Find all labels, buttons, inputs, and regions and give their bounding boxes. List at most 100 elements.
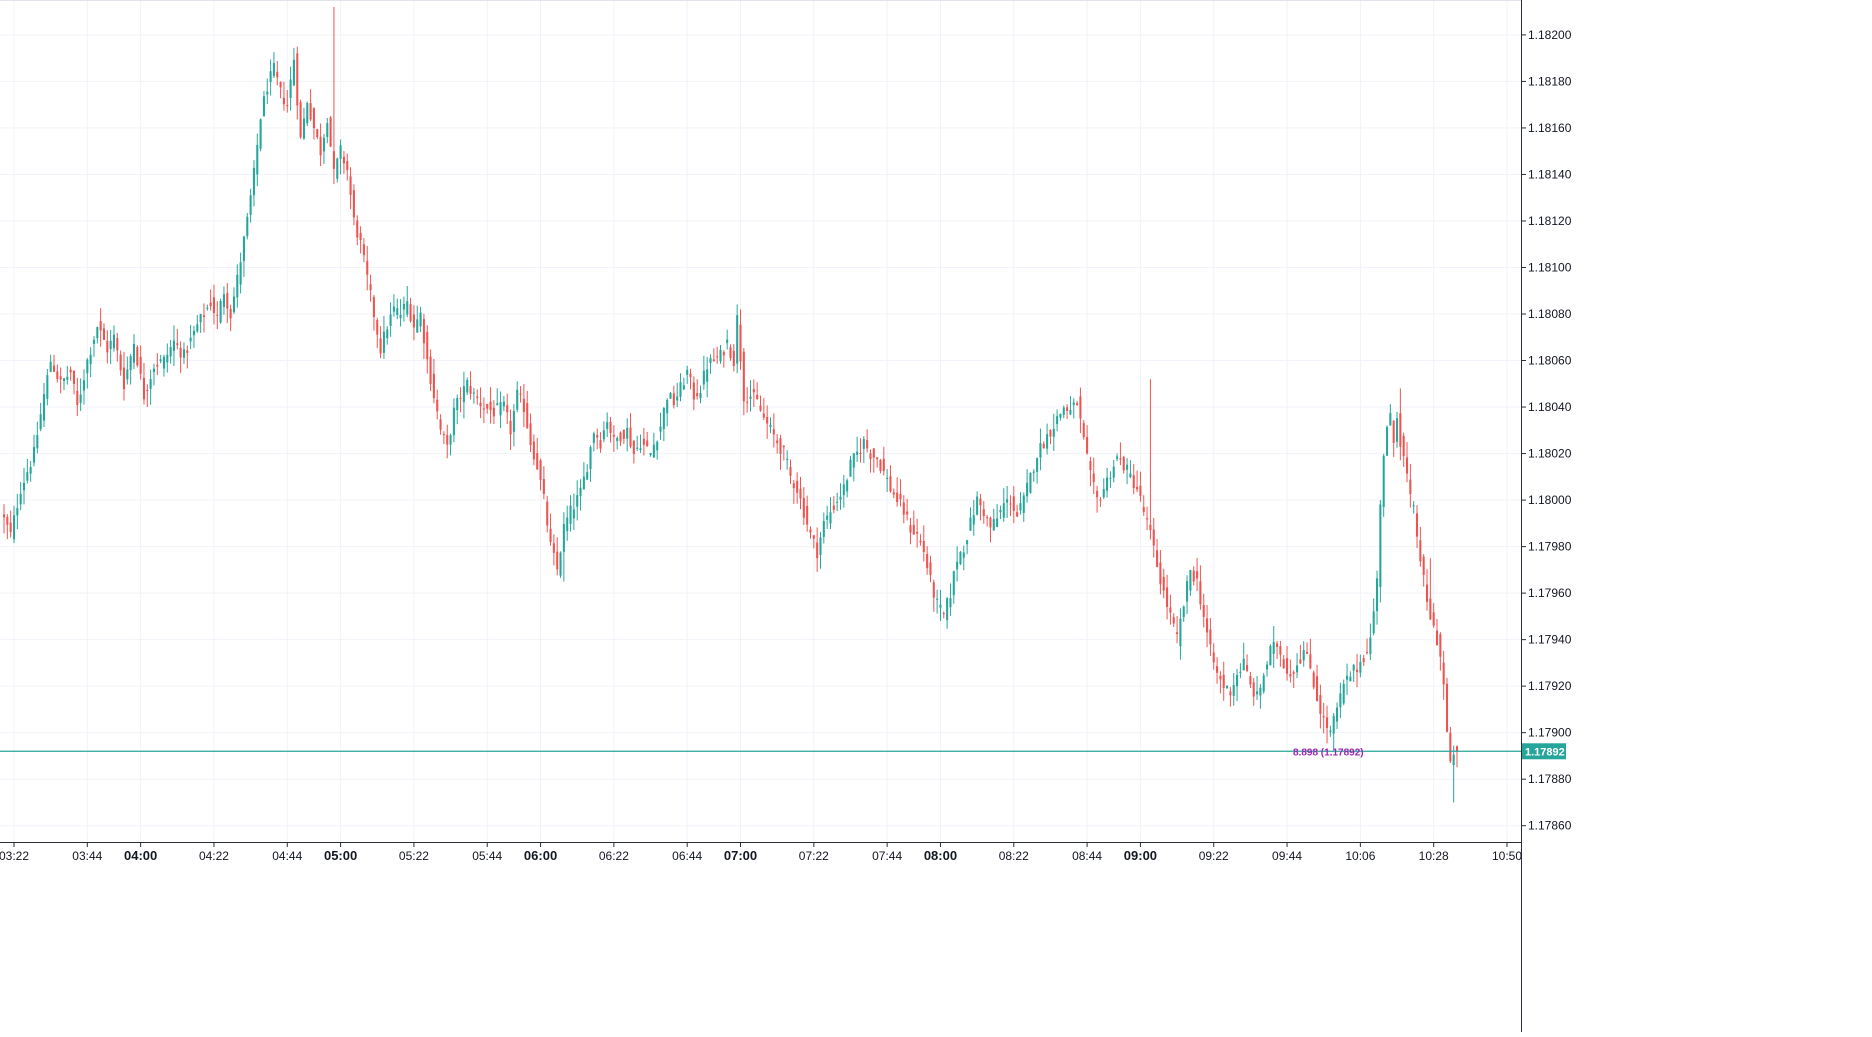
- candle-body: [289, 79, 292, 98]
- candle-body: [76, 391, 79, 405]
- candle-body: [59, 376, 62, 380]
- candle-body: [46, 375, 49, 399]
- candle-body: [439, 419, 442, 430]
- candle-body: [49, 361, 52, 372]
- candle-body: [542, 478, 545, 494]
- x-tick-label: 08:22: [999, 849, 1029, 863]
- candle-body: [812, 535, 815, 539]
- candle-body: [329, 117, 332, 147]
- candle-body: [152, 368, 156, 373]
- candle-body: [1316, 676, 1319, 701]
- candle-body: [376, 320, 379, 335]
- candle-body: [1435, 630, 1439, 646]
- candle-body: [1236, 674, 1239, 687]
- candle-body: [92, 339, 96, 344]
- candle-body: [1056, 416, 1059, 425]
- x-tick-label: 07:00: [724, 848, 757, 863]
- candle-body: [1179, 618, 1182, 647]
- candle-body: [872, 448, 875, 458]
- candle-body: [1266, 664, 1269, 670]
- candle-body: [386, 329, 389, 339]
- candle-body: [906, 511, 909, 515]
- candle-body: [1149, 524, 1152, 531]
- candle-body: [602, 430, 605, 440]
- candle-body: [492, 407, 495, 417]
- candle-body: [1042, 443, 1045, 449]
- candle-body: [1289, 673, 1292, 677]
- candle-body: [682, 385, 685, 390]
- candle-body: [489, 401, 492, 411]
- candle-body: [566, 517, 569, 532]
- y-tick-label: 1.18180: [1528, 74, 1572, 88]
- candle-body: [269, 71, 272, 82]
- candle-body: [769, 424, 772, 427]
- candle-body: [346, 161, 349, 170]
- candle-body: [642, 438, 645, 445]
- candle-body: [1422, 556, 1425, 575]
- x-tick-label: 09:44: [1272, 849, 1302, 863]
- candle-body: [246, 216, 249, 237]
- candle-body: [339, 145, 342, 159]
- candle-body: [479, 402, 482, 407]
- candle-body: [72, 370, 76, 384]
- candle-body: [696, 393, 699, 397]
- candle-body: [52, 365, 56, 372]
- candle-body: [586, 472, 589, 480]
- candle-body: [572, 509, 575, 519]
- x-tick-label: 04:00: [124, 848, 157, 863]
- candle-body: [979, 498, 982, 506]
- candle-body: [112, 334, 116, 349]
- axes[interactable]: 1.17860 1.17880 1.17900 1.17920 1.17940 1.179…: [0, 0, 1572, 1032]
- candle-body: [746, 401, 749, 403]
- candle-body: [1269, 645, 1272, 666]
- candle-body: [306, 103, 309, 124]
- candle-body: [396, 308, 399, 315]
- candle-body: [482, 408, 485, 410]
- candle-body: [1392, 420, 1395, 443]
- candle-body: [1419, 540, 1422, 562]
- candle-body: [776, 440, 779, 444]
- candle-body: [1242, 658, 1245, 671]
- candle-body: [1209, 629, 1212, 645]
- candle-body: [219, 301, 222, 323]
- candle-body: [786, 459, 789, 461]
- candle-body: [322, 137, 325, 152]
- candle-body: [126, 369, 129, 380]
- candle-body: [452, 407, 455, 436]
- candle-body: [839, 496, 842, 500]
- candle-body: [1069, 409, 1072, 415]
- candle-body: [159, 359, 162, 362]
- candle-body: [722, 351, 725, 356]
- candle-body: [432, 373, 435, 399]
- candle-body: [379, 338, 382, 354]
- candle-body: [1302, 650, 1305, 661]
- candle-body: [569, 505, 572, 524]
- candle-body: [986, 517, 989, 519]
- candle-body: [589, 447, 592, 469]
- candle-body: [332, 151, 335, 169]
- candle-body: [1199, 581, 1202, 605]
- candle-body: [1216, 666, 1219, 673]
- candle-body: [1279, 646, 1282, 655]
- candle-body: [992, 519, 995, 531]
- candle-body: [319, 136, 322, 156]
- candle-body: [6, 517, 9, 525]
- candle-body: [402, 304, 405, 310]
- candle-body: [412, 314, 415, 328]
- candles: [2, 6, 1459, 803]
- candle-body: [599, 439, 602, 449]
- candle-body: [446, 434, 449, 445]
- candle-body: [1026, 482, 1029, 497]
- candle-body: [206, 307, 209, 309]
- candle-body: [89, 354, 92, 365]
- candle-body: [249, 195, 252, 215]
- candle-body: [19, 493, 22, 505]
- candle-body: [952, 571, 955, 596]
- candle-body: [99, 321, 102, 331]
- candle-body: [149, 379, 152, 389]
- candle-body: [1066, 407, 1069, 411]
- candle-body: [609, 421, 612, 433]
- x-tick-label: 10:06: [1345, 849, 1375, 863]
